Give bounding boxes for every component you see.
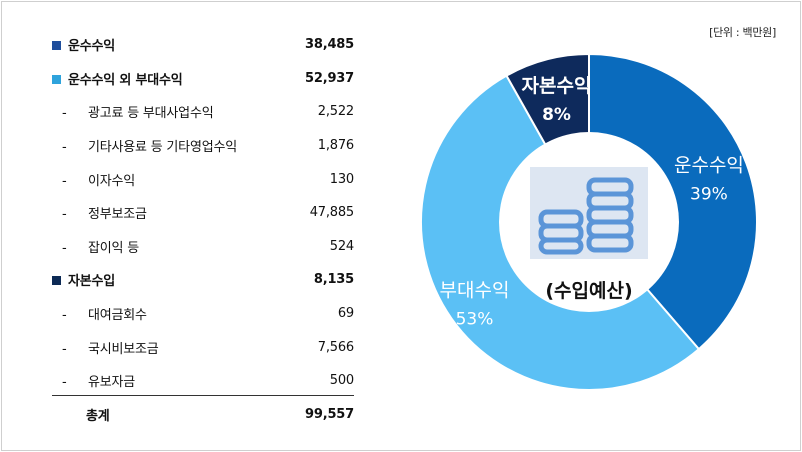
square-bullet-icon: [52, 41, 61, 51]
table-row: - 기타사용료 등 기타영업수익 1,876: [52, 129, 354, 163]
table-row: - 이자수익 130: [52, 162, 354, 196]
coin-stack-left: [538, 209, 584, 255]
row-value: 130: [329, 171, 354, 187]
table-row-incidental: 운수수익 외 부대수익 52,937: [52, 62, 354, 96]
row-value: 69: [337, 306, 354, 322]
dash-bullet: -: [62, 106, 67, 122]
dash-bullet: -: [62, 240, 67, 256]
row-value: 500: [329, 373, 354, 389]
row-value: 524: [329, 238, 354, 254]
table-row-capital: 자본수입 8,135: [52, 263, 354, 297]
row-label: 대여금회수: [88, 308, 147, 324]
total-divider: [52, 395, 354, 396]
dash-bullet: -: [62, 140, 67, 156]
total-label: 총계: [86, 408, 110, 424]
table-row: - 국시비보조금 7,566: [52, 330, 354, 364]
center-label: (수입예산): [545, 280, 632, 302]
slice-label: 자본수익: [522, 75, 592, 97]
table-row: - 광고료 등 부대사업수익 2,522: [52, 95, 354, 129]
row-value: 2,522: [317, 104, 354, 120]
row-value: 7,566: [317, 339, 354, 355]
dash-bullet: -: [62, 341, 67, 357]
table-row-total: 총계 99,557: [52, 398, 354, 432]
slice-label: 부대수익: [440, 280, 510, 302]
row-label: 이자수익: [88, 173, 136, 189]
row-label: 국시비보조금: [88, 341, 159, 357]
row-label: 운수수익 외 부대수익: [68, 72, 183, 88]
table-row: - 대여금회수 69: [52, 297, 354, 331]
row-value: 38,485: [305, 37, 354, 53]
square-bullet-icon: [52, 276, 61, 286]
row-label: 자본수입: [68, 274, 116, 290]
unit-note: [단위 : 백만원]: [709, 26, 776, 39]
dash-bullet: -: [62, 308, 67, 324]
coins-icon: [530, 167, 648, 259]
row-value: 8,135: [313, 272, 354, 288]
total-value: 99,557: [305, 406, 354, 422]
table-row: - 잡이익 등 524: [52, 230, 354, 264]
slice-label: 운수수익: [674, 154, 744, 176]
row-label: 운수수익: [68, 39, 116, 55]
dash-bullet: -: [62, 207, 67, 223]
dash-bullet: -: [62, 375, 67, 391]
slice-labels: 운수수익 39% 부대수익 53% 자본수익 8%: [440, 75, 744, 329]
row-label: 기타사용료 등 기타영업수익: [88, 140, 237, 156]
table-row: - 유보자금 500: [52, 364, 354, 398]
row-label: 광고료 등 부대사업수익: [88, 106, 214, 122]
slice-percent-label: 39%: [690, 184, 728, 204]
row-label: 유보자금: [88, 375, 136, 391]
table-row-transport: 운수수익 38,485: [52, 28, 354, 62]
row-label: 잡이익 등: [88, 240, 139, 256]
row-value: 52,937: [305, 70, 354, 86]
row-value: 1,876: [317, 138, 354, 154]
coin-stack-right: [586, 177, 634, 253]
slice-percent-label: 8%: [542, 105, 571, 125]
dash-bullet: -: [62, 173, 67, 189]
square-bullet-icon: [52, 74, 61, 84]
slice-percent-label: 53%: [456, 310, 494, 330]
table-row: - 정부보조금 47,885: [52, 196, 354, 230]
revenue-table: 운수수익 38,485 운수수익 외 부대수익 52,937 - 광고료 등 부대…: [52, 28, 354, 431]
row-value: 47,885: [309, 205, 354, 221]
row-label: 정부보조금: [88, 207, 147, 223]
